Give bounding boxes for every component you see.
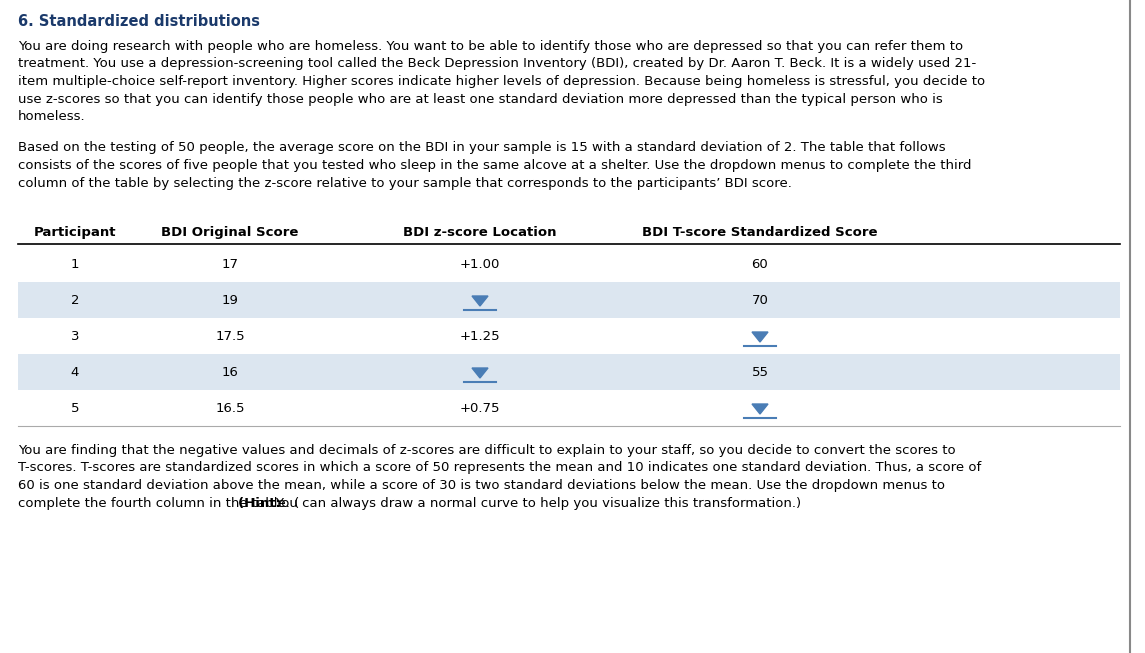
Text: 2: 2 <box>71 293 79 306</box>
Text: +0.75: +0.75 <box>460 402 500 415</box>
Text: 60 is one standard deviation above the mean, while a score of 30 is two standard: 60 is one standard deviation above the m… <box>18 479 945 492</box>
Text: +1.25: +1.25 <box>459 330 500 343</box>
Text: You are doing research with people who are homeless. You want to be able to iden: You are doing research with people who a… <box>18 40 963 53</box>
Polygon shape <box>472 296 488 306</box>
Text: Based on the testing of 50 people, the average score on the BDI in your sample i: Based on the testing of 50 people, the a… <box>18 142 946 155</box>
Text: (Hint:: (Hint: <box>238 496 286 509</box>
Text: BDI T-score Standardized Score: BDI T-score Standardized Score <box>642 226 878 239</box>
Text: 17: 17 <box>221 257 238 270</box>
Bar <box>18 282 1120 318</box>
Text: 55: 55 <box>751 366 768 379</box>
Text: 6. Standardized distributions: 6. Standardized distributions <box>18 14 260 29</box>
Text: treatment. You use a depression-screening tool called the Beck Depression Invent: treatment. You use a depression-screenin… <box>18 57 977 71</box>
Polygon shape <box>752 332 768 342</box>
Text: consists of the scores of five people that you tested who sleep in the same alco: consists of the scores of five people th… <box>18 159 971 172</box>
Text: complete the fourth column in the table. (: complete the fourth column in the table.… <box>18 496 299 509</box>
Text: You can always draw a normal curve to help you visualize this transformation.): You can always draw a normal curve to he… <box>275 496 802 509</box>
Text: 4: 4 <box>71 366 79 379</box>
Text: BDI Original Score: BDI Original Score <box>161 226 299 239</box>
Text: 5: 5 <box>71 402 79 415</box>
Text: 1: 1 <box>71 257 79 270</box>
Text: 17.5: 17.5 <box>215 330 245 343</box>
Polygon shape <box>752 404 768 414</box>
Text: T-scores. T-scores are standardized scores in which a score of 50 represents the: T-scores. T-scores are standardized scor… <box>18 462 981 475</box>
Polygon shape <box>472 368 488 378</box>
Text: 19: 19 <box>222 293 238 306</box>
Text: You are finding that the negative values and decimals of z-scores are difficult : You are finding that the negative values… <box>18 444 956 457</box>
Bar <box>18 354 1120 390</box>
Text: BDI z-score Location: BDI z-score Location <box>403 226 556 239</box>
Text: use z-scores so that you can identify those people who are at least one standard: use z-scores so that you can identify th… <box>18 93 942 106</box>
Text: column of the table by selecting the z-score relative to your sample that corres: column of the table by selecting the z-s… <box>18 176 792 189</box>
Text: Participant: Participant <box>33 226 117 239</box>
Text: 60: 60 <box>751 257 768 270</box>
Text: 16.5: 16.5 <box>215 402 245 415</box>
Text: 16: 16 <box>222 366 238 379</box>
Text: item multiple-choice self-report inventory. Higher scores indicate higher levels: item multiple-choice self-report invento… <box>18 75 985 88</box>
Text: 70: 70 <box>751 293 768 306</box>
Text: homeless.: homeless. <box>18 110 86 123</box>
Text: 3: 3 <box>71 330 79 343</box>
Text: +1.00: +1.00 <box>460 257 500 270</box>
